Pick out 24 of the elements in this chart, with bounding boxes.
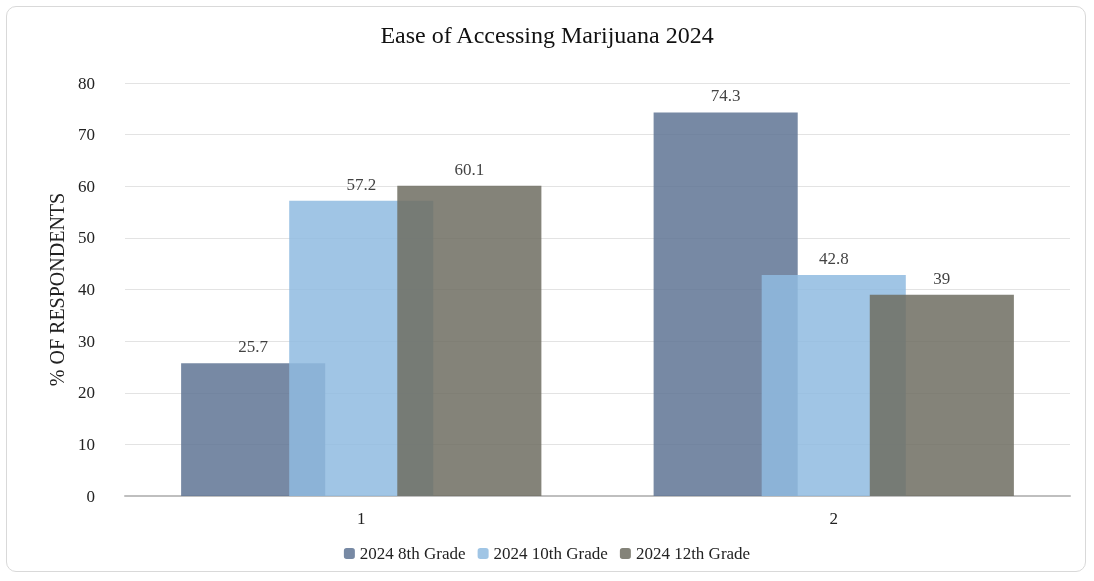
y-tick-label: 0 [86,486,95,506]
data-label: 39 [933,268,951,288]
y-tick-label: 80 [78,73,95,93]
y-tick-label: 40 [78,280,95,299]
bar [869,294,1014,496]
y-tick-label: 60 [78,176,95,196]
legend-label: 2024 8th Grade [359,544,466,563]
y-tick-label: 70 [78,125,95,145]
y-tick-label: 10 [78,434,95,454]
x-tick-label: 2 [829,509,838,528]
legend-label: 2024 10th Grade [493,544,608,563]
x-tick-label: 1 [357,509,366,528]
bar [397,185,542,496]
y-tick-label: 50 [78,228,95,248]
data-label: 42.8 [818,249,849,269]
legend-label: 2024 12th Grade [635,544,751,563]
y-axis-title: % OF RESPONDENTS [46,192,69,387]
data-label: 25.7 [238,337,269,357]
chart-title: Ease of Accessing Marijuana 2024 [380,22,714,48]
data-label: 60.1 [454,159,485,179]
data-label: 57.2 [346,174,377,194]
y-tick-label: 20 [78,383,95,403]
y-tick-label: 30 [78,331,95,351]
data-label: 74.3 [710,86,741,106]
